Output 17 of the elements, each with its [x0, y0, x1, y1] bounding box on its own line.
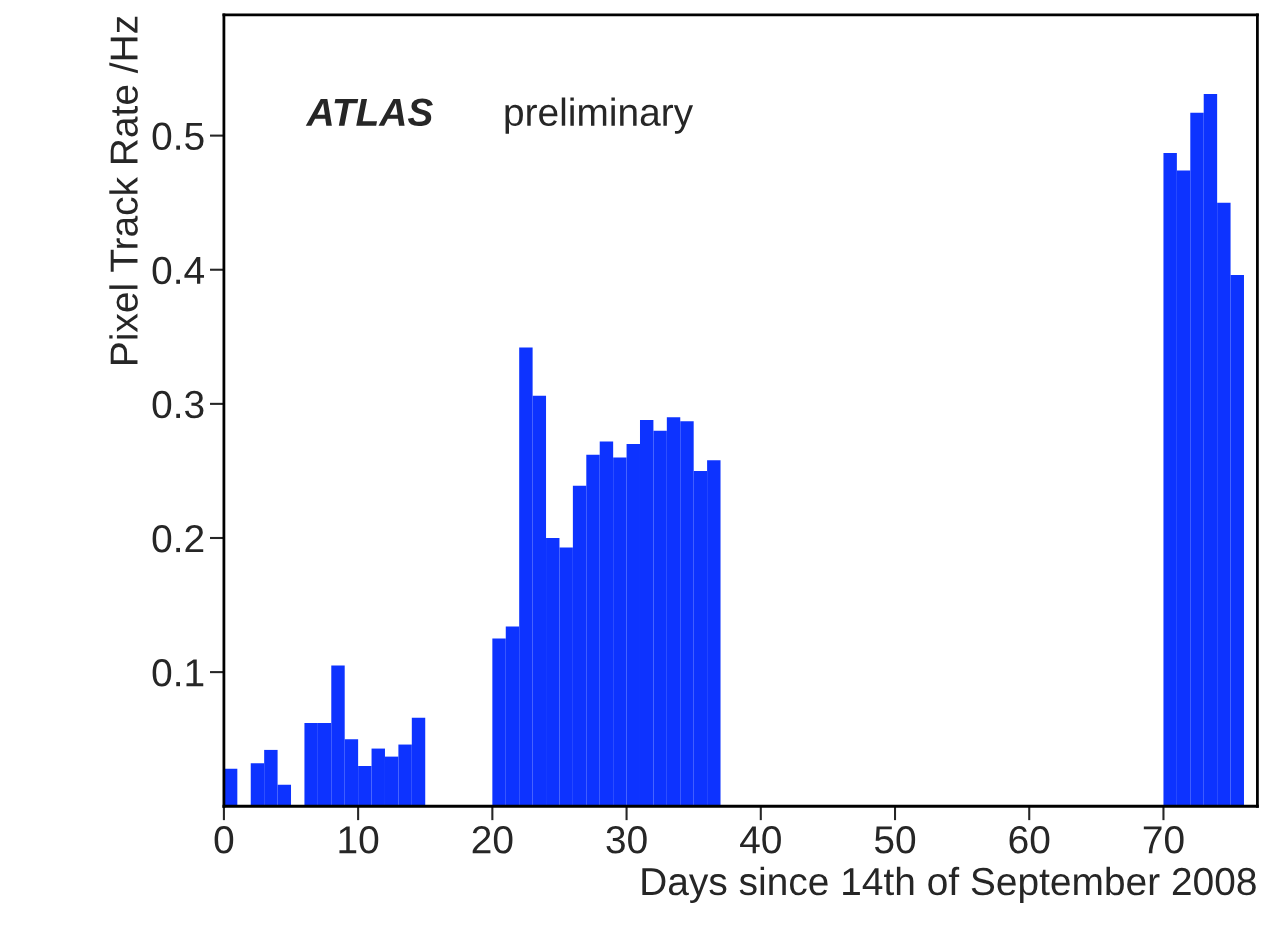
x-axis-title: Days since 14th of September 2008: [642, 866, 1256, 904]
y-tick-label: 0.2: [152, 524, 204, 553]
x-tick-label: 40: [740, 826, 781, 854]
annotation: preliminary: [505, 97, 694, 134]
x-tick-label: 20: [472, 826, 513, 854]
y-tick-label: 0.5: [152, 122, 204, 151]
x-tick-label: 0: [214, 826, 234, 854]
y-tick-label: 0.4: [152, 256, 205, 285]
y-tick-label: 0.1: [152, 659, 204, 687]
x-tick-label: 10: [339, 826, 379, 854]
x-tick-label: 50: [874, 826, 916, 854]
y-tick-label: 0.3: [152, 390, 204, 419]
x-tick-label: 60: [1009, 826, 1050, 854]
y-axis-title: Pixel Track Rate /Hz: [109, 16, 138, 364]
x-tick-label: 30: [606, 826, 647, 854]
x-tick-label: 70: [1143, 826, 1184, 854]
annotation: ATLAS: [305, 98, 433, 127]
